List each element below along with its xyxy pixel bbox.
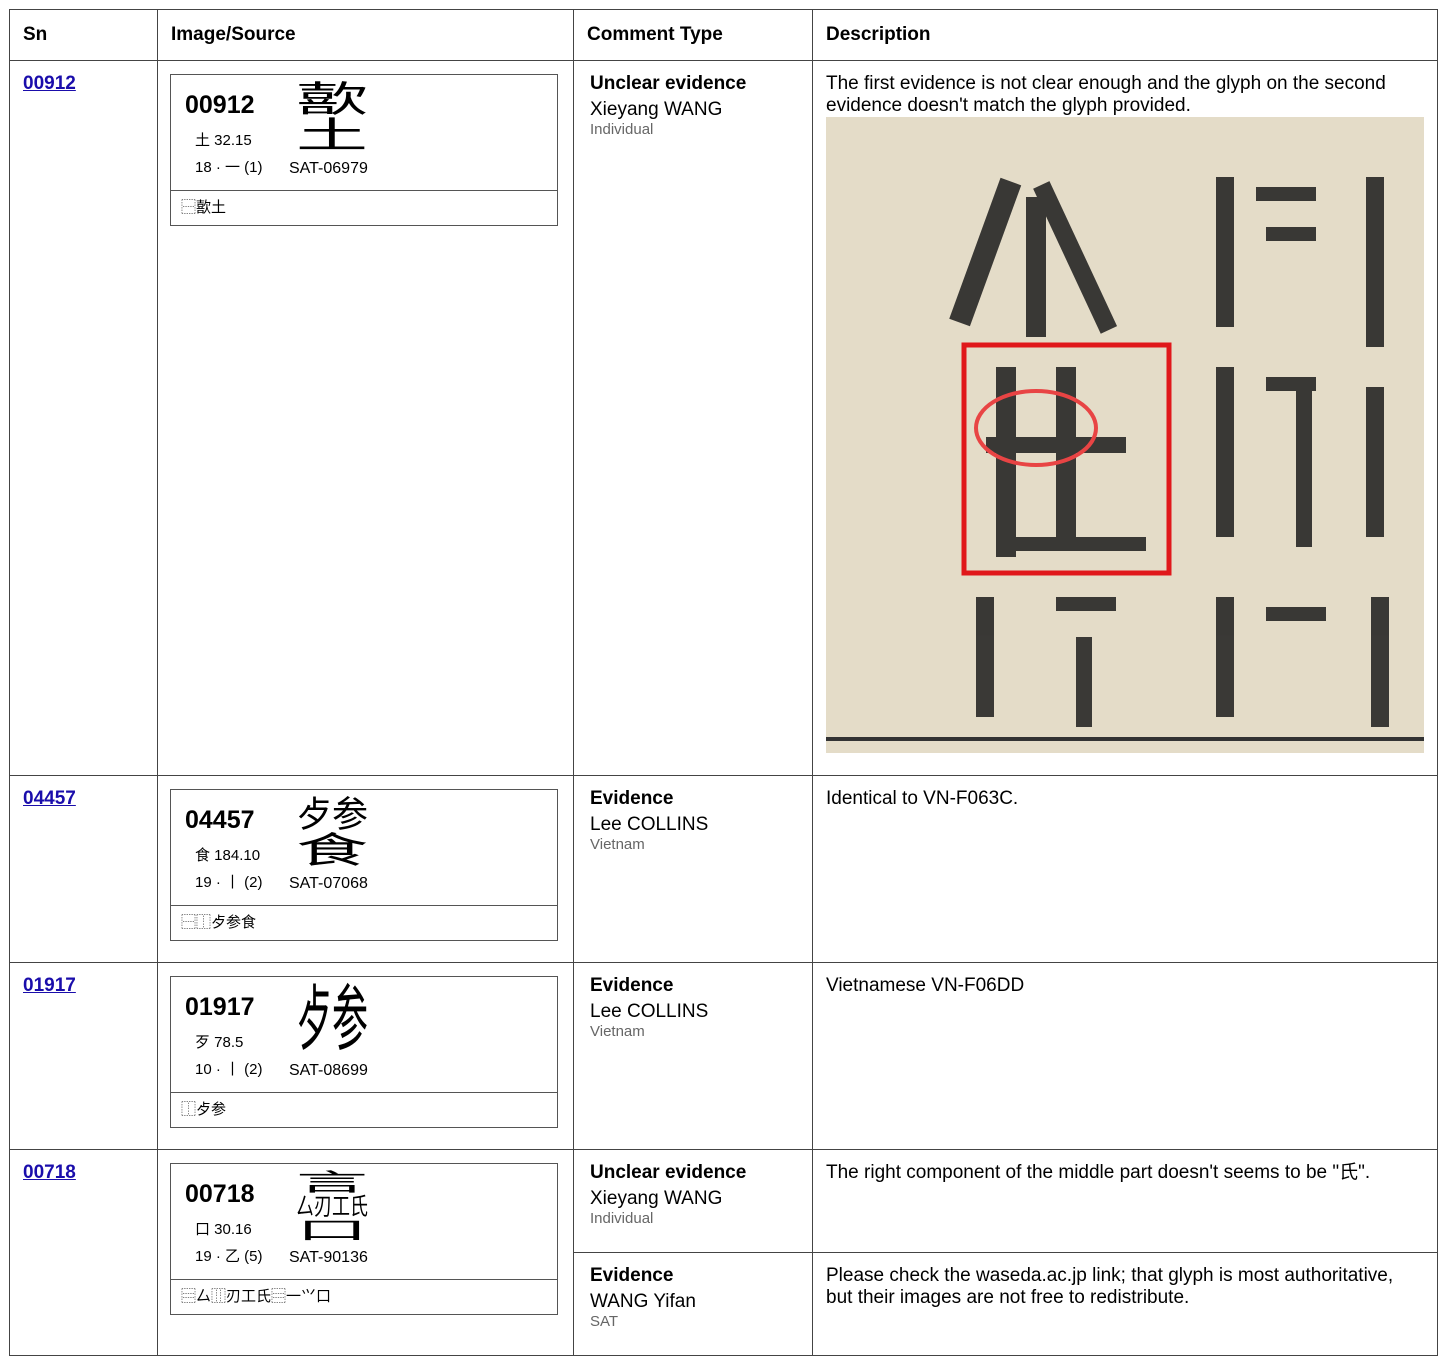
sn-link[interactable]: 00718 <box>23 1162 76 1183</box>
radical: 歹 78.5 <box>195 1034 244 1051</box>
description-cell: The right component of the middle part d… <box>812 1149 1438 1253</box>
comment-author: Xieyang WANG <box>590 99 723 120</box>
description: Vietnamese VN-F06DD <box>826 975 1025 996</box>
sn-cell: 00912 <box>9 60 158 776</box>
image-cell: 04457 歺参食食 184.10 19 · 丨 (2) SAT-07068 ⿱⿰歺参食 <box>157 775 574 963</box>
card-top: 04457 歺参食食 184.10 19 · 丨 (2) SAT-07068 <box>171 790 557 906</box>
description: Identical to VN-F063C. <box>826 788 1019 809</box>
description: The first evidence is not clear enough a… <box>826 73 1386 116</box>
table-body: 00912 00912 歖土土 32.15 18 · 一 (1) SAT-06979 ⿱歖… <box>9 60 1438 1356</box>
sn-link[interactable]: 04457 <box>23 788 76 809</box>
ids: ⿰歺参 <box>181 1101 227 1118</box>
sn-cell: 04457 <box>9 775 158 963</box>
radical: 口 30.16 <box>195 1221 252 1238</box>
comment-org: Individual <box>590 121 654 138</box>
source-id: SAT-90136 <box>289 1249 368 1266</box>
comment-type-cell: Evidence Lee COLLINS Vietnam <box>573 775 813 963</box>
ids: ⿱歖土 <box>181 199 227 216</box>
comment-type-cell: Evidence WANG Yifan SAT <box>573 1252 813 1356</box>
description-cell: The first evidence is not clear enough a… <box>812 60 1438 776</box>
description-cell: Identical to VN-F063C. <box>812 775 1438 963</box>
glyph-card: 01917 歺参歹 78.5 10 · 丨 (2) SAT-08699 ⿰歺参 <box>170 976 558 1128</box>
glyph-card: 00912 歖土土 32.15 18 · 一 (1) SAT-06979 ⿱歖土 <box>170 74 558 226</box>
glyph-part: 歖 <box>296 78 369 120</box>
comment-type: Evidence <box>590 1265 674 1286</box>
description: Please check the waseda.ac.jp link; that… <box>826 1265 1394 1308</box>
glyph: 歖土 <box>296 81 368 153</box>
image-cell: 00912 歖土土 32.15 18 · 一 (1) SAT-06979 ⿱歖土 <box>157 60 574 776</box>
strokes: 18 · 一 (1) <box>195 159 263 176</box>
comment-type-cell: Unclear evidence Xieyang WANG Individual <box>573 60 813 776</box>
source-id: SAT-07068 <box>289 875 368 892</box>
strokes: 19 · 丨 (2) <box>195 874 263 891</box>
column-header: Sn <box>9 9 158 61</box>
comment-org: SAT <box>590 1313 619 1330</box>
sn-link[interactable]: 01917 <box>23 975 76 996</box>
radical: 土 32.15 <box>195 132 252 149</box>
description-cell: Please check the waseda.ac.jp link; that… <box>812 1252 1438 1356</box>
column-header: Image/Source <box>157 9 574 61</box>
strokes: 19 · 乙 (5) <box>195 1248 263 1265</box>
card-code: 00912 <box>185 91 255 119</box>
comment-org: Individual <box>590 1210 654 1227</box>
image-cell: 01917 歺参歹 78.5 10 · 丨 (2) SAT-08699 ⿰歺参 <box>157 962 574 1150</box>
comment-author: Lee COLLINS <box>590 814 709 835</box>
comments-table: Sn Image/Source Comment Type Description 00… <box>9 9 1438 1356</box>
table-row: Evidence WANG Yifan SAT Please check the wa… <box>10 1252 1438 1356</box>
strokes: 10 · 丨 (2) <box>195 1061 263 1078</box>
comment-type: Unclear evidence <box>590 73 747 94</box>
glyph-part: 言 <box>296 1168 369 1196</box>
source-id: SAT-06979 <box>289 160 368 177</box>
card-code: 01917 <box>185 993 255 1021</box>
column-header: Comment Type <box>573 9 813 61</box>
source-id: SAT-08699 <box>289 1062 368 1079</box>
glyph: 言厶刃工氏口 <box>296 1170 368 1242</box>
table-row: 01917 01917 歺参歹 78.5 10 · 丨 (2) SAT-08699 ⿰歺参… <box>9 962 1438 1150</box>
image-cell: 00718 言厶刃工氏口口 30.16 19 · 乙 (5) SAT-90136 ⿳厶⿲… <box>157 1149 574 1356</box>
comment-author: Xieyang WANG <box>590 1188 723 1209</box>
table-row: 00912 00912 歖土土 32.15 18 · 一 (1) SAT-06979 ⿱歖… <box>9 60 1438 776</box>
header-row: Sn Image/Source Comment Type Description <box>9 9 1438 61</box>
radical: 食 184.10 <box>195 847 261 864</box>
card-code: 04457 <box>185 806 255 834</box>
card-top: 00718 言厶刃工氏口口 30.16 19 · 乙 (5) SAT-90136 <box>171 1164 557 1280</box>
ids: ⿳厶⿲刃工氏⿳一⺍口 <box>181 1288 332 1305</box>
card-top: 01917 歺参歹 78.5 10 · 丨 (2) SAT-08699 <box>171 977 557 1093</box>
description-cell: Vietnamese VN-F06DD <box>812 962 1438 1150</box>
glyph: 歺参 <box>296 983 368 1055</box>
glyph-part: 厶刃工氏 <box>296 1192 369 1220</box>
table-row: 00718 00718 言厶刃工氏口口 30.16 19 · 乙 (5) SAT-901… <box>9 1149 1438 1356</box>
comment-type-cell: Evidence Lee COLLINS Vietnam <box>573 962 813 1150</box>
ids: ⿱⿰歺参食 <box>181 914 257 931</box>
sn-cell: 01917 <box>9 962 158 1150</box>
card-code: 00718 <box>185 1180 255 1208</box>
comment-type-cell: Unclear evidence Xieyang WANG Individual <box>573 1149 813 1253</box>
comment-type: Evidence <box>590 975 674 996</box>
sn-cell: 00718 <box>9 1149 158 1356</box>
glyph-part: 食 <box>296 829 369 871</box>
glyph-part: 口 <box>296 1216 369 1244</box>
glyph-part: 土 <box>296 114 369 156</box>
sn-link[interactable]: 00912 <box>23 73 76 94</box>
glyph-card: 00718 言厶刃工氏口口 30.16 19 · 乙 (5) SAT-90136 ⿳厶⿲… <box>170 1163 558 1315</box>
comment-author: WANG Yifan <box>590 1291 696 1312</box>
glyph-part: 歺参 <box>296 793 369 835</box>
comment-org: Vietnam <box>590 836 645 853</box>
comment-org: Vietnam <box>590 1023 645 1040</box>
column-header: Description <box>812 9 1438 61</box>
glyph: 歺参食 <box>296 796 368 868</box>
comment-type: Unclear evidence <box>590 1162 747 1183</box>
evidence-image <box>826 117 1424 753</box>
glyph-card: 04457 歺参食食 184.10 19 · 丨 (2) SAT-07068 ⿱⿰歺参食 <box>170 789 558 941</box>
comment-type: Evidence <box>590 788 674 809</box>
card-top: 00912 歖土土 32.15 18 · 一 (1) SAT-06979 <box>171 75 557 191</box>
glyph-part: 歺参 <box>296 977 369 1061</box>
comment-author: Lee COLLINS <box>590 1001 709 1022</box>
description: The right component of the middle part d… <box>826 1162 1371 1183</box>
table-row: 04457 04457 歺参食食 184.10 19 · 丨 (2) SAT-07068… <box>9 775 1438 963</box>
